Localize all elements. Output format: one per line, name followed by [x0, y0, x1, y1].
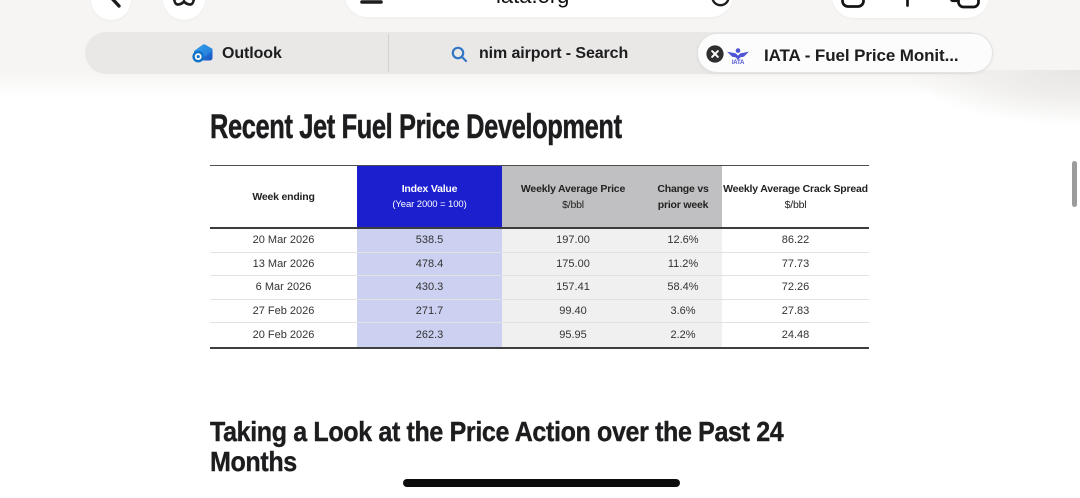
svg-text:iata.org: iata.org	[496, 0, 569, 8]
svg-text:IATA: IATA	[732, 60, 745, 64]
